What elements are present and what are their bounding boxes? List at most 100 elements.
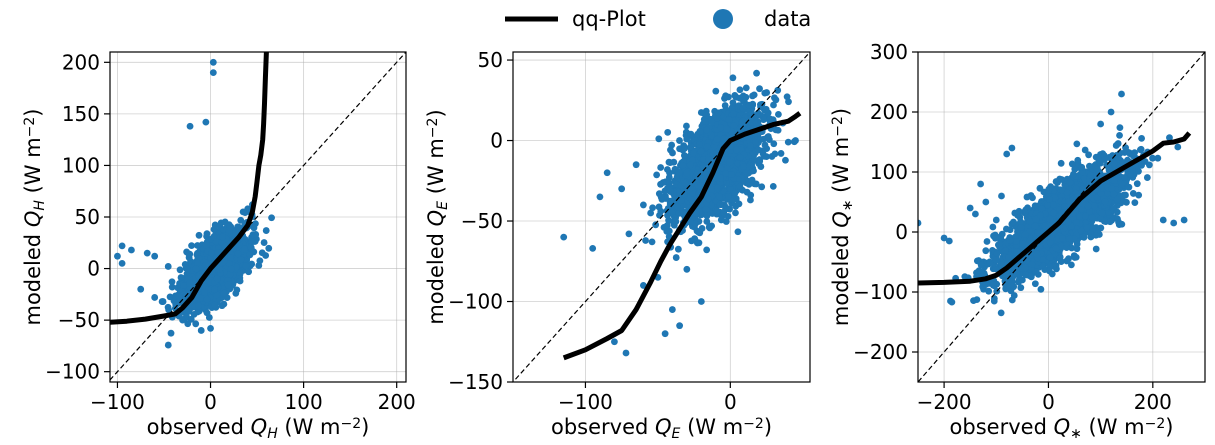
y-tick-label: 200: [62, 50, 100, 74]
data-point: [175, 293, 183, 301]
x-axis-label-part: −2: [341, 416, 362, 432]
y-tick-label: −100: [45, 360, 100, 384]
data-point: [220, 289, 228, 297]
data-point: [681, 145, 688, 152]
one-to-one-line: [110, 52, 406, 381]
scatter-points: [560, 69, 799, 357]
data-point: [683, 169, 691, 177]
data-point: [657, 207, 665, 215]
data-point: [717, 216, 725, 224]
x-axis-label: observed QH (W m−2): [147, 415, 370, 442]
data-point: [732, 209, 739, 217]
y-tick-label: 100: [62, 153, 100, 177]
data-point: [687, 130, 695, 138]
data-point: [265, 244, 273, 252]
data-point: [676, 137, 683, 144]
data-point-outlier: [165, 306, 173, 314]
data-point: [753, 69, 760, 77]
x-axis-label-part: ): [361, 415, 369, 439]
data-point: [754, 146, 762, 154]
x-axis-label-part: (W m: [278, 415, 341, 439]
data-point: [736, 94, 744, 102]
data-point: [665, 174, 673, 181]
data-point: [246, 251, 254, 259]
y-tick-label: 0: [87, 257, 100, 281]
data-point: [213, 275, 221, 283]
data-point: [242, 262, 250, 270]
data-point: [190, 311, 198, 318]
data-point: [232, 289, 240, 297]
data-point: [241, 245, 248, 253]
data-point-outlier: [207, 324, 214, 332]
data-point: [206, 278, 214, 286]
data-point-outlier: [186, 122, 194, 130]
data-point: [219, 233, 227, 241]
data-point: [748, 176, 756, 184]
data-point: [702, 118, 710, 126]
data-point: [657, 180, 664, 188]
data-point: [214, 248, 222, 256]
data-point: [749, 92, 756, 100]
data-point: [164, 263, 172, 270]
data-point: [703, 126, 710, 134]
data-point: [686, 218, 694, 225]
data-point: [771, 150, 779, 158]
data-point: [211, 301, 218, 309]
data-point: [785, 98, 792, 106]
data-point: [696, 128, 704, 135]
data-point: [686, 143, 694, 151]
x-tick-label: 0: [204, 390, 217, 414]
data-point: [722, 92, 730, 100]
data-point: [227, 265, 235, 273]
data-point: [185, 250, 193, 258]
data-point: [233, 263, 240, 271]
data-point: [771, 94, 778, 102]
data-point: [168, 278, 176, 286]
data-point: [774, 86, 782, 94]
data-point: [268, 214, 275, 222]
data-point: [672, 254, 680, 261]
data-point: [262, 227, 270, 234]
data-point: [203, 295, 211, 303]
data-point-outlier: [128, 246, 135, 254]
data-point: [203, 309, 211, 317]
data-point: [761, 141, 769, 149]
plot-area: [513, 52, 810, 382]
y-axis-label-part: −2: [22, 117, 38, 138]
legend-data-marker: [713, 9, 733, 29]
data-point: [649, 204, 657, 212]
y-axis-label: modeled QH (W m−2): [21, 109, 48, 326]
y-axis-label-part: modeled: [21, 227, 45, 325]
data-point-outlier: [114, 252, 121, 260]
data-point: [186, 279, 194, 287]
data-point: [747, 191, 755, 199]
data-point: [255, 262, 263, 269]
data-point: [657, 193, 665, 201]
data-point: [703, 246, 711, 254]
legend-label-data: data: [764, 7, 811, 31]
x-axis-label-part: observed: [147, 415, 251, 439]
data-point-outlier: [209, 69, 217, 77]
data-point: [642, 237, 649, 244]
data-point: [697, 109, 705, 116]
data-point: [770, 101, 777, 109]
data-point: [775, 110, 782, 118]
data-point: [720, 209, 728, 217]
qq-plot-line: [110, 52, 269, 325]
data-point: [172, 301, 180, 309]
data-point: [195, 231, 203, 239]
data-point: [736, 86, 744, 94]
data-point: [247, 244, 255, 251]
data-point: [664, 166, 671, 173]
data-point: [712, 87, 720, 95]
data-point: [210, 225, 218, 233]
data-point-outlier: [179, 316, 187, 324]
data-point: [674, 245, 682, 253]
data-point-outlier: [158, 298, 166, 305]
data-point: [250, 223, 257, 231]
data-point: [208, 249, 215, 257]
data-point: [720, 135, 728, 143]
data-point: [184, 265, 192, 273]
